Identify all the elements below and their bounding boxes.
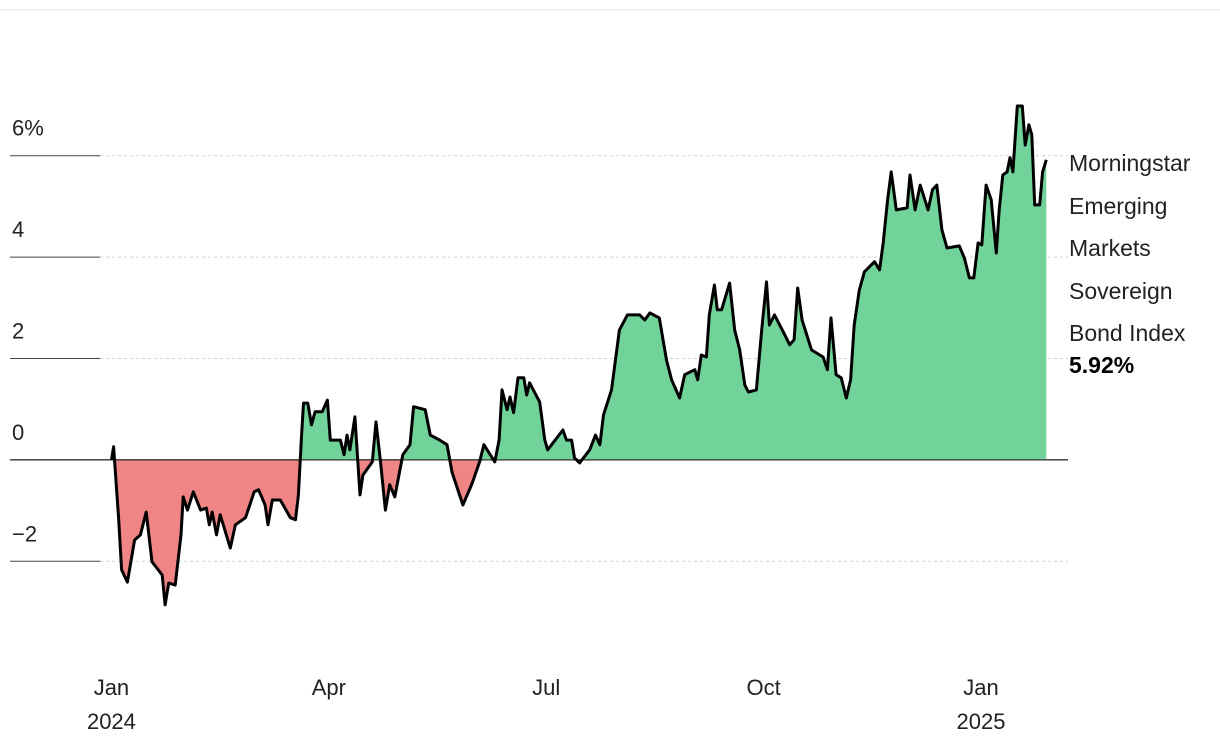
- y-tick-label: −2: [12, 521, 37, 546]
- series-line: [110, 104, 1048, 607]
- x-tick-label: Apr: [311, 675, 346, 700]
- y-tick-label: 2: [12, 319, 24, 344]
- y-tick-label: 4: [12, 217, 24, 242]
- y-tick-label: 0: [12, 420, 24, 445]
- end-value-label: 5.92%: [1069, 352, 1135, 378]
- y-tick-label: 6%: [12, 116, 44, 141]
- series-label: Morningstar Emerging Markets Sovereign B…: [1069, 150, 1191, 346]
- positive-area: [111, 106, 1047, 460]
- negative-area: [111, 459, 1047, 605]
- x-tick-label: Oct: [746, 675, 781, 700]
- x-tick-label: Jan 2025: [956, 675, 1006, 734]
- x-tick-label: Jul: [532, 675, 561, 700]
- x-tick-label: Jan 2024: [86, 675, 136, 734]
